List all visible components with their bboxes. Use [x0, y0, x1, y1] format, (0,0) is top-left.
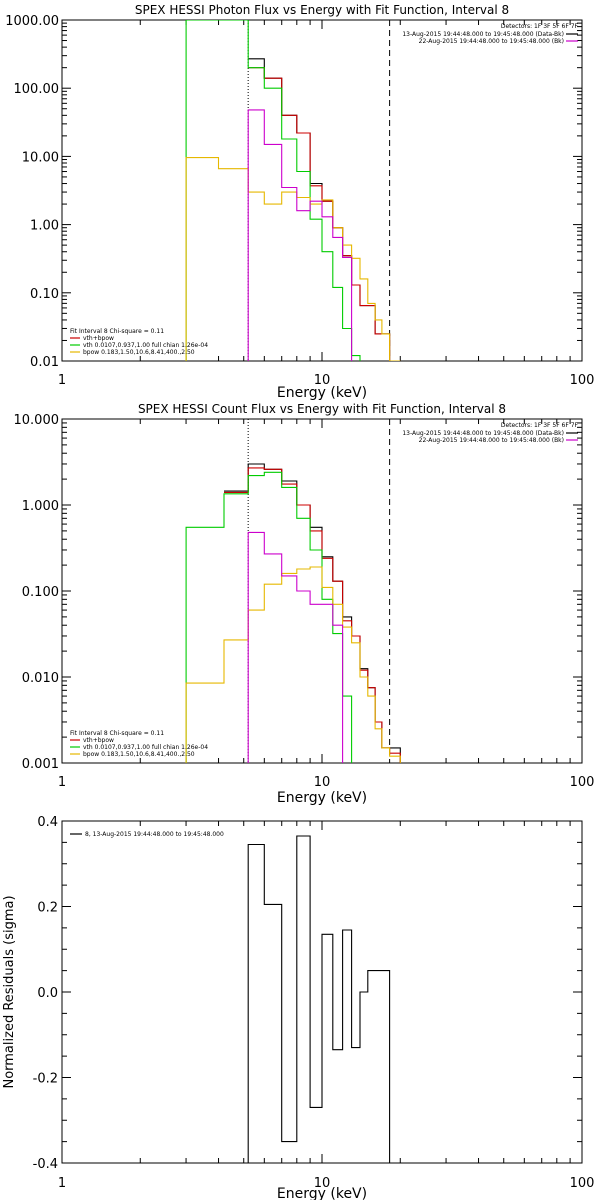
chart-title: SPEX HESSI Count Flux vs Energy with Fit… [138, 402, 506, 416]
y-tick-label: 0.4 [37, 815, 58, 830]
legend-bottom: Fit Interval 8 Chi-square = 0.11vth+bpow… [70, 730, 208, 758]
series-group [185, 463, 401, 763]
y-tick-label: 0.2 [37, 901, 58, 916]
x-tick-label: 1 [58, 373, 66, 388]
y-axis: 0.4 0.2 0.0 -0.2 -0.4 Normalized Residuals (s… [2, 815, 582, 1172]
y-tick-label: 1000.00 [5, 14, 59, 29]
panel-3: 1 10 100 Energy (keV) 0.4 0.2 0.0 -0.2 -0.4 Norma… [2, 815, 595, 1200]
legend-entry: vth 0.0107,0.937,1.00 full chian 1.26e-0… [83, 342, 208, 349]
series-vth [185, 20, 361, 361]
legend-entry: 22-Aug-2015 19:44:48.000 to 19:45:48.000… [419, 437, 564, 444]
legend-entry: vth+bpow [83, 335, 114, 342]
x-tick-label: 100 [570, 775, 595, 790]
series-bk [247, 109, 353, 361]
legend-entry: 8, 13-Aug-2015 19:44:48.000 to 19:45:48.… [85, 831, 224, 838]
legend-entry: 13-Aug-2015 19:44:48.000 to 19:45:48.000… [402, 31, 564, 38]
panel-2: SPEX HESSI Count Flux vs Energy with Fit… [14, 402, 595, 806]
panel-1: SPEX HESSI Photon Flux vs Energy with Fi… [5, 3, 594, 401]
x-axis-label: Energy (keV) [277, 385, 367, 401]
y-tick-label: 0.01 [30, 355, 59, 370]
x-axis-label: Energy (keV) [277, 1186, 367, 1200]
y-tick-label: 100.00 [14, 82, 60, 97]
series-vth-bpow [224, 467, 401, 763]
y-tick-label: 1.000 [22, 499, 59, 514]
x-tick-label: 10 [314, 775, 331, 790]
series-bk [247, 531, 344, 763]
y-tick-label: 0.001 [22, 757, 59, 772]
legend-entry: 13-Aug-2015 19:44:48.000 to 19:45:48.000… [402, 430, 564, 437]
series-group [185, 20, 401, 361]
x-axis-label: Energy (keV) [277, 790, 367, 806]
x-tick-label: 1 [58, 1176, 66, 1191]
x-axis: 1 10 100 Energy (keV) [58, 419, 595, 806]
fit-interval-label: Fit Interval 8 Chi-square = 0.11 [70, 730, 164, 737]
series-bpow [185, 566, 401, 763]
legend-entry: 22-Aug-2015 19:44:48.000 to 19:45:48.000… [419, 38, 564, 45]
x-tick-label: 10 [314, 1176, 331, 1191]
series-group [247, 835, 391, 1163]
detectors-label: Detectors: 1F 3F 5F 6F 7F [501, 422, 579, 429]
legend-entry: bpow 0.183,1.50,10.6,8.41,400.,2.50 [83, 349, 195, 356]
y-tick-label: 10.00 [22, 150, 59, 165]
legend-entry: bpow 0.183,1.50,10.6,8.41,400.,2.50 [83, 751, 195, 758]
series-8-13-aug-2015-19-44-48-000-to-19-45-48-000 [247, 835, 391, 1163]
chart-title: SPEX HESSI Photon Flux vs Energy with Fi… [135, 3, 509, 17]
detectors-label: Detectors: 1F 3F 5F 6F 7F [501, 23, 579, 30]
y-axis-label: Normalized Residuals (sigma) [2, 895, 17, 1088]
x-axis: 1 10 100 Energy (keV) [58, 821, 595, 1200]
y-axis: 10.000 1.000 0.100 0.010 0.001 [14, 413, 582, 772]
y-tick-label: -0.4 [33, 1157, 58, 1172]
series-vth [185, 471, 353, 763]
x-tick-label: 10 [314, 373, 331, 388]
y-tick-label: 10.000 [14, 413, 60, 428]
y-axis: 1000.00 100.00 10.00 1.00 0.10 0.01 [5, 14, 582, 370]
series-data-bk [224, 463, 401, 763]
series-vth-bpow [248, 67, 401, 361]
y-tick-label: 0.010 [22, 671, 59, 686]
legend-bottom: Fit Interval 8 Chi-square = 0.11vth+bpow… [70, 328, 208, 356]
x-tick-label: 1 [58, 775, 66, 790]
x-tick-label: 100 [570, 1176, 595, 1191]
x-tick-label: 100 [570, 373, 595, 388]
y-tick-label: 0.0 [37, 986, 58, 1001]
legend-entry: vth 0.0107,0.937,1.00 full chian 1.26e-0… [83, 744, 208, 751]
legend: 8, 13-Aug-2015 19:44:48.000 to 19:45:48.… [70, 831, 224, 838]
series-data-bk [248, 58, 391, 361]
x-axis: 1 10 100 Energy (keV) [58, 20, 595, 401]
fit-interval-label: Fit Interval 8 Chi-square = 0.11 [70, 328, 164, 335]
y-tick-label: -0.2 [33, 1072, 58, 1087]
series-bpow [185, 157, 401, 361]
legend-entry: vth+bpow [83, 737, 114, 744]
y-tick-label: 0.100 [22, 585, 59, 600]
y-tick-label: 0.10 [30, 287, 59, 302]
y-tick-label: 1.00 [30, 219, 59, 234]
